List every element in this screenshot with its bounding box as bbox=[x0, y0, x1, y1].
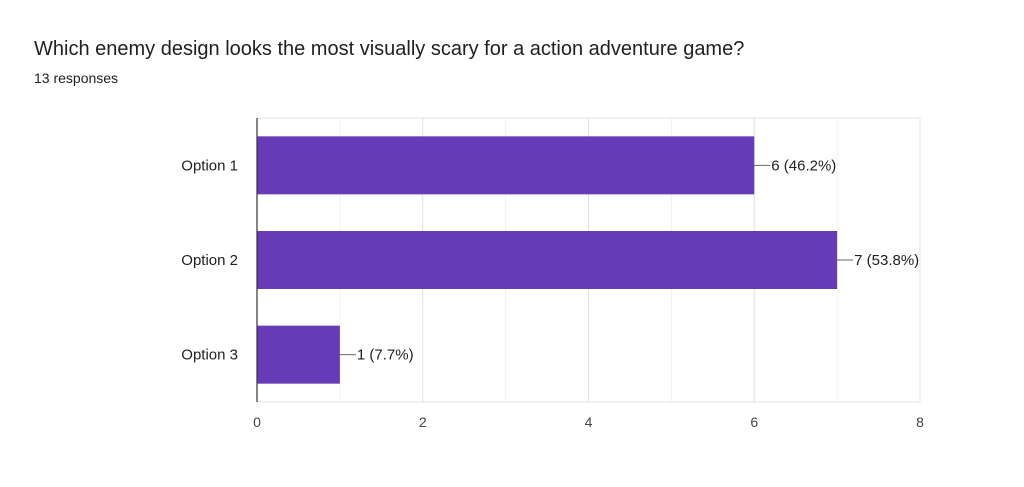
data-label: 1 (7.7%) bbox=[357, 347, 414, 364]
labels: 0 2 4 6 8 Option 1 6 (46.2%) Option 2 7 (53.8%) O… bbox=[181, 157, 924, 430]
x-tick-label: 4 bbox=[585, 414, 593, 430]
category-label: Option 3 bbox=[181, 347, 238, 364]
x-tick-label: 8 bbox=[916, 414, 924, 430]
data-label: 6 (46.2%) bbox=[771, 157, 836, 174]
x-tick-label: 2 bbox=[419, 414, 427, 430]
bar bbox=[257, 325, 340, 384]
bar bbox=[257, 136, 755, 195]
bars bbox=[257, 136, 838, 384]
bar bbox=[257, 231, 838, 289]
x-tick-label: 0 bbox=[253, 414, 261, 430]
data-label: 7 (53.8%) bbox=[854, 252, 919, 269]
question-title: Which enemy design looks the most visual… bbox=[34, 38, 745, 60]
response-count: 13 responses bbox=[34, 70, 119, 86]
category-label: Option 1 bbox=[181, 157, 238, 174]
category-label: Option 2 bbox=[181, 252, 238, 269]
x-tick-label: 6 bbox=[750, 414, 758, 430]
